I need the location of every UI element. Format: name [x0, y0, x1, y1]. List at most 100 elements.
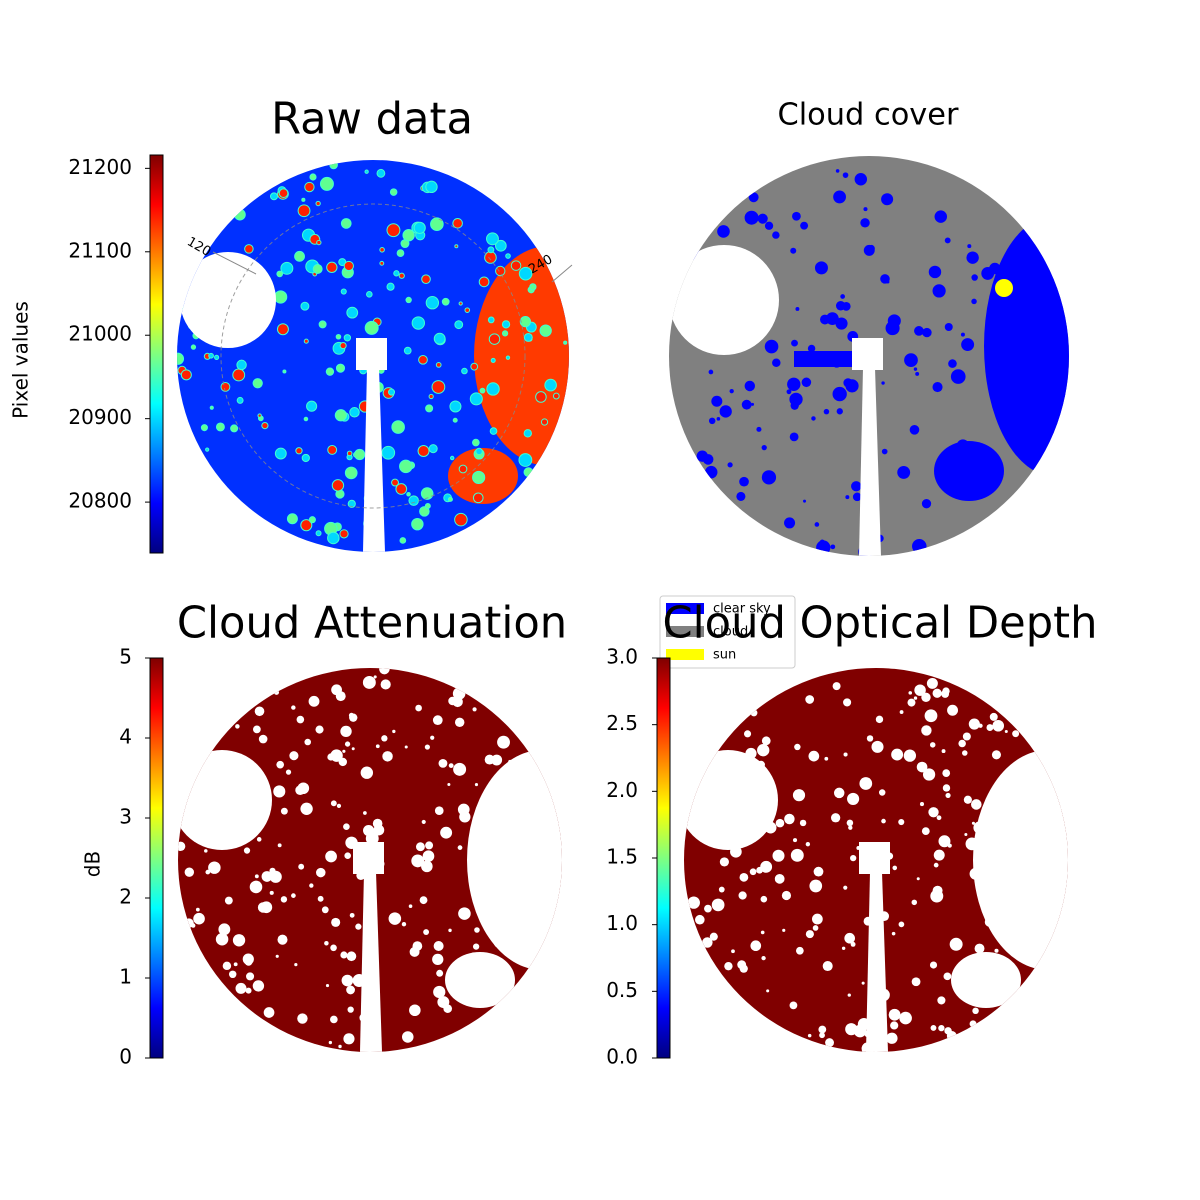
clear-spot [826, 312, 839, 325]
image-spot [1010, 931, 1023, 945]
image-spot [519, 799, 530, 811]
image-spot [420, 487, 434, 500]
image-spot [962, 732, 971, 741]
image-spot [481, 953, 489, 961]
colorbar-tick-label: 3.0 [606, 645, 638, 669]
image-spot [1027, 805, 1041, 818]
image-spot [301, 197, 306, 202]
panel-title: Raw data [271, 95, 473, 145]
clear-spot [909, 425, 920, 435]
image-spot [1009, 824, 1017, 832]
legend-swatch [666, 603, 704, 614]
image-spot [472, 943, 480, 950]
image-spot [1008, 992, 1013, 996]
image-spot [282, 369, 287, 374]
image-spot [224, 896, 233, 905]
clear-spot [803, 499, 807, 503]
image-spot [456, 692, 462, 697]
image-spot [926, 677, 938, 689]
image-spot [280, 261, 294, 275]
mast [866, 872, 888, 1052]
image-spot [396, 249, 405, 257]
image-spot [485, 926, 492, 933]
image-spot [938, 1024, 945, 1032]
image-spot [315, 725, 324, 734]
image-region [474, 246, 569, 466]
image-spot [474, 826, 481, 833]
image-spot [552, 392, 560, 400]
image-spot [431, 380, 446, 394]
image-spot [321, 906, 329, 914]
image-spot [276, 323, 289, 336]
clear-spot [1038, 344, 1054, 359]
image-spot [433, 985, 446, 999]
image-spot [393, 270, 400, 277]
image-spot [365, 827, 369, 831]
image-spot [774, 873, 785, 884]
image-spot [850, 941, 856, 947]
image-spot [317, 895, 324, 902]
image-spot [244, 958, 253, 966]
image-spot [949, 937, 963, 951]
image-spot [428, 393, 434, 400]
image-spot [978, 723, 983, 728]
mast-top [859, 842, 890, 874]
image-spot [890, 1021, 899, 1030]
clear-spot [729, 388, 734, 394]
image-spot [233, 962, 238, 967]
image-spot [529, 283, 537, 291]
sky-image [177, 160, 569, 552]
image-spot [739, 872, 749, 882]
clear-spot [831, 357, 842, 368]
clear-spot [784, 517, 796, 529]
image-spot [236, 359, 247, 371]
image-spot [404, 745, 408, 749]
image-spot [449, 455, 455, 461]
panel: clear sky cloud sun [659, 156, 1069, 669]
clear-spot [819, 539, 825, 545]
image-spot [807, 1033, 812, 1038]
image-spot [937, 996, 946, 1005]
image-spot [750, 709, 758, 717]
image-spot [430, 217, 444, 232]
clear-spot [914, 326, 924, 336]
image-region [951, 952, 1021, 1008]
image-spot [363, 811, 367, 815]
clear-spot [852, 492, 862, 502]
image-spot [482, 975, 491, 985]
image-spot [474, 783, 479, 787]
clear-spot [719, 405, 732, 418]
image-spot [841, 946, 846, 950]
image-spot [971, 799, 982, 810]
image-spot [965, 837, 979, 851]
image-spot [811, 913, 823, 925]
image-spot [409, 1004, 421, 1017]
image-spot [1007, 837, 1014, 844]
colorbar-tick-label: 20900 [68, 405, 132, 429]
image-spot [903, 749, 917, 762]
image-spot [177, 352, 185, 365]
clear-spot [727, 462, 733, 468]
image-spot [907, 698, 916, 707]
image-spot [249, 880, 263, 894]
image-spot [523, 429, 532, 438]
clear-spot [921, 499, 932, 509]
image-spot [331, 917, 341, 927]
image-spot [273, 785, 286, 798]
clear-spot [761, 470, 777, 485]
clear-spot [832, 386, 847, 402]
clear-spot [1041, 430, 1048, 437]
image-spot [964, 832, 968, 836]
image-spot [389, 188, 398, 196]
clear-spot [971, 298, 977, 305]
image-spot [365, 832, 379, 845]
clear-spot [708, 369, 714, 375]
image-spot [425, 180, 438, 194]
clear-spot [928, 265, 942, 279]
image-spot [936, 815, 942, 821]
clear-spot [897, 465, 911, 479]
clear-spot [717, 225, 730, 238]
clear-spot [744, 380, 756, 392]
image-spot [789, 1001, 798, 1010]
image-spot [891, 748, 904, 761]
